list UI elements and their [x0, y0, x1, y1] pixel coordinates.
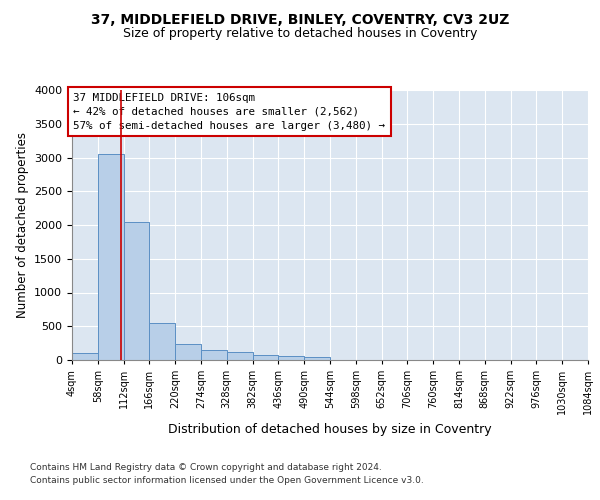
- Text: Contains HM Land Registry data © Crown copyright and database right 2024.: Contains HM Land Registry data © Crown c…: [30, 464, 382, 472]
- Bar: [201, 350, 227, 360]
- Bar: [98, 154, 124, 360]
- Bar: [278, 356, 304, 360]
- Bar: [124, 222, 149, 360]
- X-axis label: Distribution of detached houses by size in Coventry: Distribution of detached houses by size …: [168, 422, 492, 436]
- Text: 37 MIDDLEFIELD DRIVE: 106sqm
← 42% of detached houses are smaller (2,562)
57% of: 37 MIDDLEFIELD DRIVE: 106sqm ← 42% of de…: [73, 92, 385, 130]
- Bar: [175, 344, 201, 360]
- Text: Size of property relative to detached houses in Coventry: Size of property relative to detached ho…: [123, 28, 477, 40]
- Bar: [304, 356, 330, 360]
- Bar: [72, 353, 98, 360]
- Bar: [149, 323, 175, 360]
- Bar: [227, 352, 253, 360]
- Text: Contains public sector information licensed under the Open Government Licence v3: Contains public sector information licen…: [30, 476, 424, 485]
- Text: 37, MIDDLEFIELD DRIVE, BINLEY, COVENTRY, CV3 2UZ: 37, MIDDLEFIELD DRIVE, BINLEY, COVENTRY,…: [91, 12, 509, 26]
- Bar: [253, 354, 278, 360]
- Y-axis label: Number of detached properties: Number of detached properties: [16, 132, 29, 318]
